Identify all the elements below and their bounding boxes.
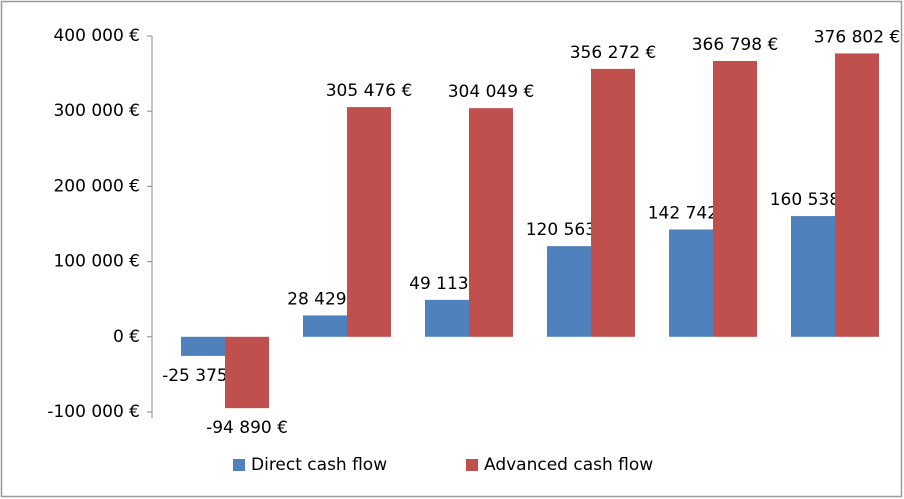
bar: [547, 246, 591, 337]
data-label: 142 742 €: [648, 203, 735, 223]
y-tick-label: 100 000 €: [53, 252, 140, 272]
bar: [425, 299, 469, 337]
data-label: 160 538 €: [770, 190, 857, 210]
bar: [225, 336, 269, 409]
data-label: 28 429 €: [287, 289, 363, 309]
bar: [669, 229, 713, 337]
bar: [713, 60, 757, 337]
data-label: 376 802 €: [814, 27, 901, 47]
y-tick-label: 300 000 €: [53, 101, 140, 121]
y-tick-label: 0 €: [113, 327, 140, 347]
bar: [469, 108, 513, 337]
legend-swatch: [233, 459, 245, 471]
legend-label: Advanced cash flow: [484, 455, 653, 475]
y-tick-label: -100 000 €: [47, 402, 140, 422]
y-tick-label: 200 000 €: [53, 176, 140, 196]
data-label: 366 798 €: [692, 35, 779, 55]
bar: [181, 336, 225, 356]
data-label: 49 113 €: [409, 274, 485, 294]
data-label: 120 563 €: [526, 220, 613, 240]
data-label: -25 375 €: [162, 366, 244, 386]
data-label: -94 890 €: [206, 418, 288, 438]
bar: [835, 53, 879, 337]
bar: [591, 68, 635, 337]
data-label: 356 272 €: [570, 43, 657, 63]
bar: [303, 315, 347, 337]
y-tick-label: 400 000 €: [53, 26, 140, 46]
legend-label: Direct cash flow: [251, 455, 387, 475]
legend-swatch: [466, 459, 478, 471]
data-label: 305 476 €: [326, 81, 413, 101]
data-label: 304 049 €: [448, 82, 535, 102]
bar: [791, 216, 835, 337]
bar: [347, 107, 391, 337]
